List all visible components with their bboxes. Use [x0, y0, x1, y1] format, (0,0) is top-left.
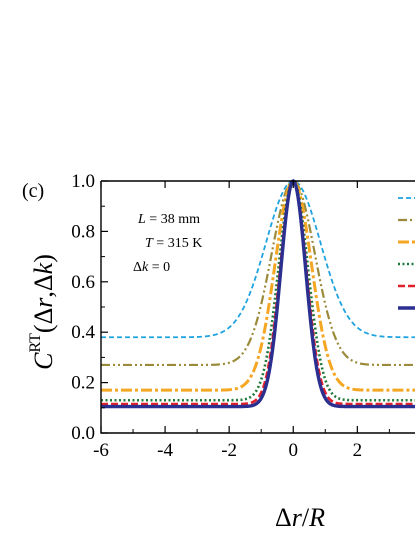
param-temperature: T = 315 K — [145, 236, 202, 251]
parameter-annotations: L = 38 mm T = 315 K Δk = 0 — [133, 212, 202, 275]
y-tick-label: 0.0 — [71, 423, 95, 444]
x-tick-label: -6 — [93, 440, 109, 461]
param-length: L = 38 mm — [137, 212, 200, 227]
x-tick-label: 0 — [288, 440, 298, 461]
plot-area — [101, 179, 415, 409]
series-line-1 — [101, 180, 415, 339]
x-tick-label: 2 — [353, 440, 363, 461]
x-tick-label: -4 — [157, 440, 173, 461]
y-tick-label: 0.2 — [71, 373, 95, 394]
y-tick-label: 0.8 — [71, 221, 95, 242]
y-tick-label: 0.6 — [71, 272, 95, 293]
series-line-5 — [101, 179, 415, 406]
panel-label: (c) — [22, 180, 44, 202]
x-tick-label: -2 — [221, 440, 237, 461]
y-tick-label: 1.0 — [71, 171, 95, 192]
y-axis-title: CRT(Δr,Δk) — [27, 254, 58, 370]
param-delta-k: Δk = 0 — [133, 260, 170, 275]
y-tick-label: 0.4 — [71, 322, 95, 343]
series-line-2 — [101, 179, 415, 367]
series-line-3 — [101, 179, 415, 392]
axes: -6 -4 -2 0 2 0.0 0.2 0.4 0.6 0.8 1.0 — [71, 171, 415, 461]
x-axis-title: Δr/R — [275, 503, 325, 532]
svg-text:CRT(Δr,Δk): CRT(Δr,Δk) — [27, 254, 58, 370]
series-line-6 — [101, 179, 415, 409]
svg-text:Δr/R: Δr/R — [275, 503, 325, 532]
series-line-4 — [101, 179, 415, 402]
